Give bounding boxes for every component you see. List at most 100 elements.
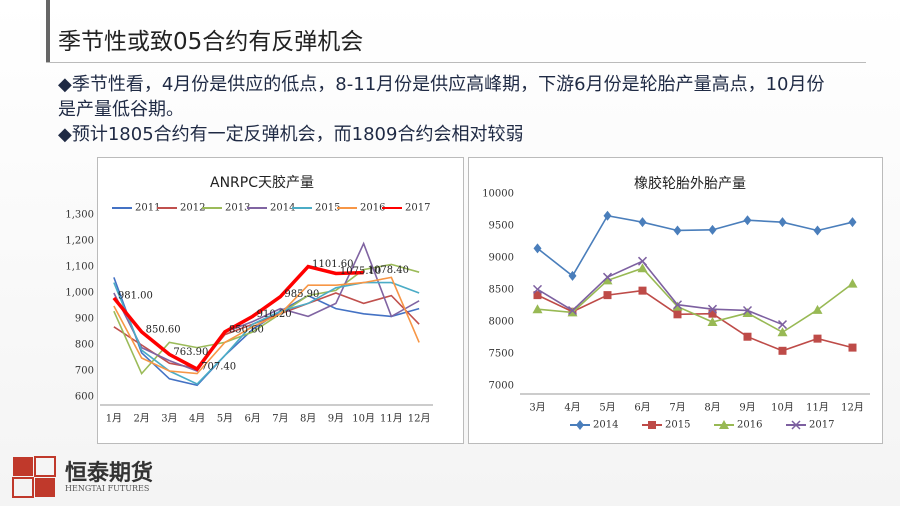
series-line xyxy=(113,263,420,376)
x-tick-label: 6月 xyxy=(634,402,650,414)
y-tick-label: 7500 xyxy=(489,349,514,360)
marker xyxy=(637,263,648,273)
y-tick-label: 600 xyxy=(75,392,94,403)
x-tick-label: 3月 xyxy=(161,413,177,425)
legend-label: 2015 xyxy=(315,203,340,214)
series-line xyxy=(113,292,420,370)
y-tick-label: 9500 xyxy=(489,221,514,232)
legend-label: 2015 xyxy=(665,420,690,431)
logo-seal xyxy=(12,456,56,498)
y-tick-label: 1,100 xyxy=(65,262,94,273)
title-rule xyxy=(46,62,866,63)
x-tick-label: 6月 xyxy=(244,413,260,425)
marker xyxy=(602,275,613,285)
x-tick-label: 12月 xyxy=(841,402,864,414)
marker xyxy=(848,217,857,228)
data-label: 1075.10 xyxy=(340,266,381,277)
marker xyxy=(778,346,787,355)
bullet: 季节性看，4月份是供应的低点，8-11月份是供应高峰期，下游6月份是轮胎产量高点… xyxy=(58,72,838,122)
marker xyxy=(813,334,822,343)
marker xyxy=(673,225,682,236)
data-label: 850.60 xyxy=(229,324,264,335)
x-tick-label: 8月 xyxy=(300,413,316,425)
series-line xyxy=(113,241,420,372)
marker xyxy=(848,343,857,352)
marker xyxy=(638,286,647,295)
marker xyxy=(672,300,683,310)
marker xyxy=(847,278,858,288)
legend-label: 2017 xyxy=(809,420,834,431)
x-tick-label: 10月 xyxy=(352,413,375,425)
data-label: 1101.60 xyxy=(312,259,353,270)
legend-label: 2014 xyxy=(270,203,295,214)
x-tick-label: 5月 xyxy=(217,413,233,425)
marker xyxy=(603,210,612,221)
y-tick-label: 1,300 xyxy=(65,210,94,221)
marker xyxy=(567,305,578,316)
marker xyxy=(638,217,647,228)
x-tick-label: 9月 xyxy=(739,402,755,414)
marker xyxy=(708,309,717,318)
marker xyxy=(719,420,729,429)
chart-frame xyxy=(468,157,883,444)
y-tick-label: 1,000 xyxy=(65,288,94,299)
y-tick-label: 10000 xyxy=(482,189,514,200)
logo-subtitle: HENGTAI FUTURES xyxy=(65,484,150,493)
marker xyxy=(576,420,584,430)
x-tick-label: 2月 xyxy=(133,413,149,425)
marker xyxy=(648,421,656,429)
marker xyxy=(777,320,788,330)
data-label: 910.20 xyxy=(257,309,292,320)
marker xyxy=(742,305,753,316)
chart-title: ANRPC天胶产量 xyxy=(210,174,314,191)
data-label: 850.60 xyxy=(146,324,181,335)
marker xyxy=(707,317,718,326)
marker xyxy=(778,217,787,228)
marker xyxy=(533,243,542,254)
marker xyxy=(672,301,683,311)
data-label: 763.90 xyxy=(173,347,208,358)
marker xyxy=(812,304,823,314)
chart-title: 橡胶轮胎外胎产量 xyxy=(634,175,746,192)
y-tick-label: 800 xyxy=(75,340,94,351)
series-line xyxy=(113,281,420,385)
x-tick-label: 9月 xyxy=(328,413,344,425)
marker xyxy=(603,291,612,300)
x-tick-label: 7月 xyxy=(272,413,288,425)
marker xyxy=(743,332,752,341)
x-tick-label: 12月 xyxy=(408,413,431,425)
x-tick-label: 11月 xyxy=(380,413,403,425)
marker xyxy=(813,225,822,236)
legend-label: 2016 xyxy=(360,203,385,214)
data-label: 1078.40 xyxy=(368,265,409,276)
x-tick-label: 4月 xyxy=(564,402,580,414)
data-label: 985.90 xyxy=(284,289,319,300)
x-tick-label: 7月 xyxy=(669,402,685,414)
data-label: 707.40 xyxy=(201,362,236,373)
legend-label: 2011 xyxy=(135,203,160,214)
series-line xyxy=(113,276,420,375)
legend-label: 2013 xyxy=(225,203,250,214)
marker xyxy=(673,310,682,319)
marker xyxy=(567,307,578,317)
logo-name: 恒泰期货 xyxy=(65,461,154,486)
y-tick-label: 8000 xyxy=(489,317,514,328)
series-line xyxy=(537,267,853,334)
series-line xyxy=(537,260,783,326)
data-label: 981.00 xyxy=(118,290,153,301)
legend-label: 2016 xyxy=(737,420,762,431)
marker xyxy=(708,224,717,235)
marker xyxy=(791,420,801,430)
x-tick-label: 10月 xyxy=(771,402,794,414)
marker xyxy=(602,272,613,282)
y-tick-label: 1,200 xyxy=(65,236,94,247)
y-tick-label: 8500 xyxy=(489,285,514,296)
marker xyxy=(532,284,543,294)
x-tick-label: 8月 xyxy=(704,402,720,414)
y-tick-label: 900 xyxy=(75,314,94,325)
legend-label: 2017 xyxy=(405,203,430,214)
chart-frame xyxy=(97,157,464,444)
legend-label: 2014 xyxy=(593,420,618,431)
